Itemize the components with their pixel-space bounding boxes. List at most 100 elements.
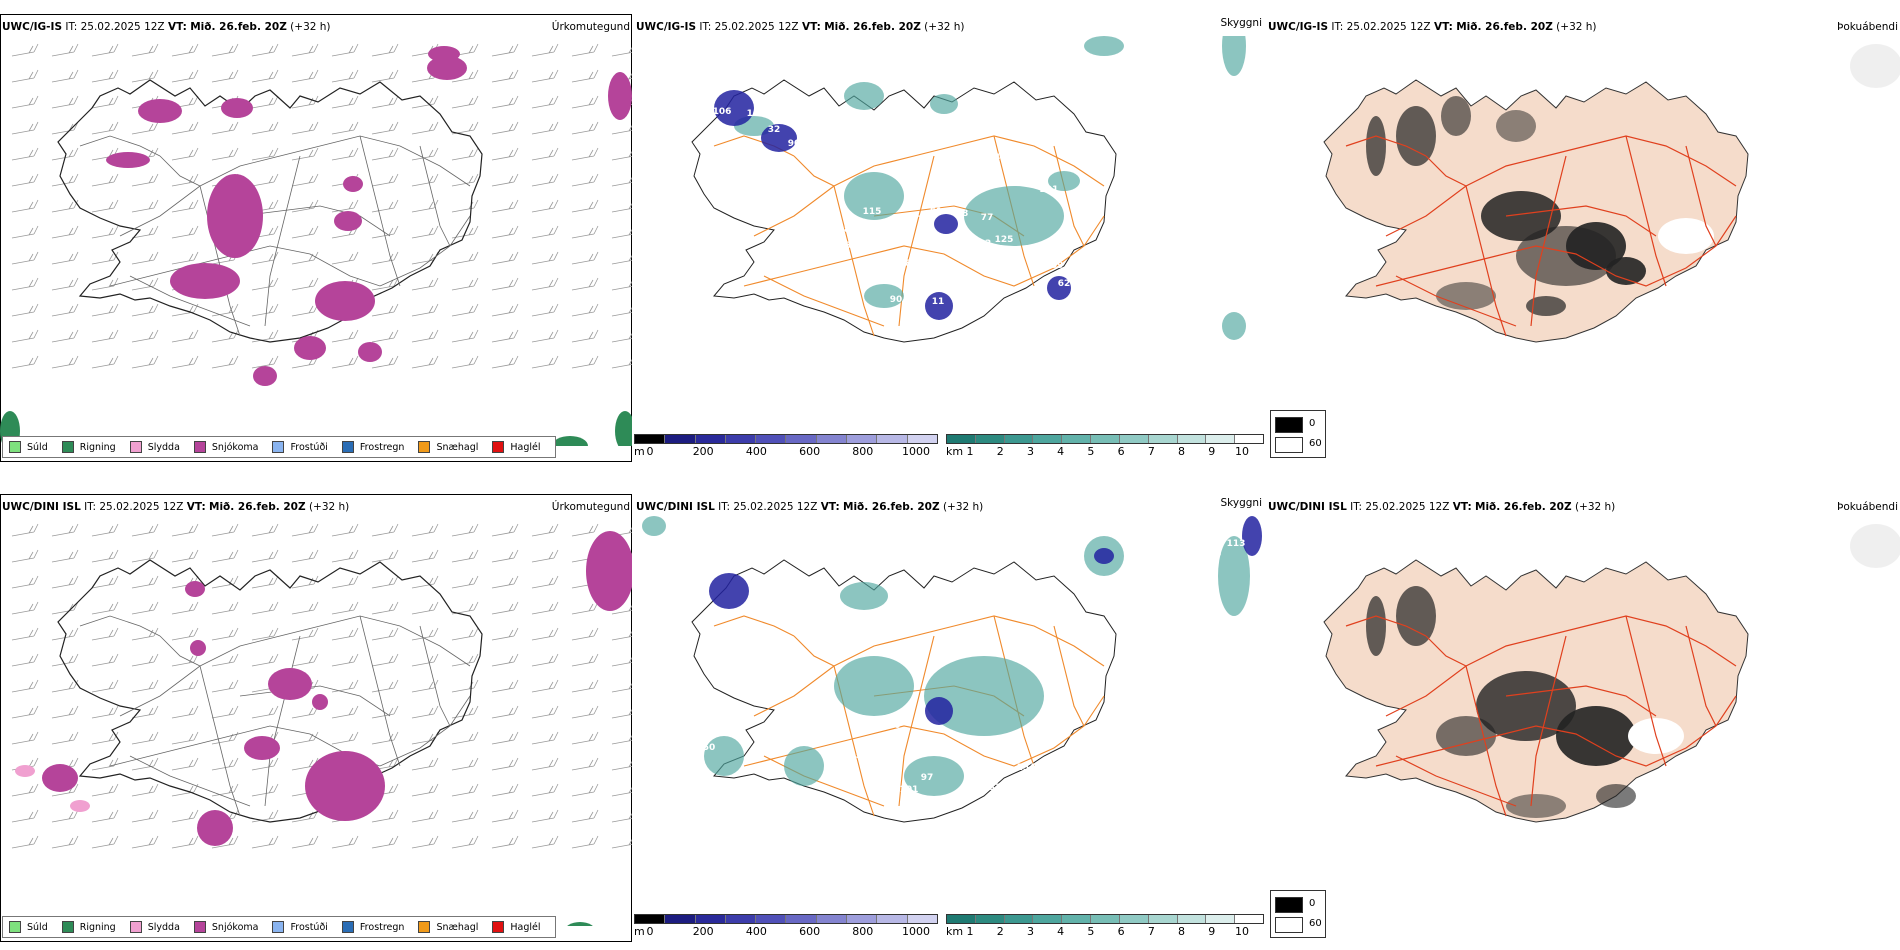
wind-barb xyxy=(371,329,399,343)
wind-barb xyxy=(251,277,279,291)
wind-barb xyxy=(171,705,199,719)
it-value: 25.02.2025 12Z xyxy=(80,21,165,33)
wind-barb xyxy=(51,731,79,745)
wind-barb xyxy=(131,627,159,641)
wind-barb xyxy=(171,147,199,161)
wind-barb xyxy=(291,121,319,135)
wind-barb xyxy=(91,173,119,187)
vt-value: Mið. 26.feb. 20Z xyxy=(209,501,306,513)
wind-barb xyxy=(611,838,632,849)
wind-barb xyxy=(611,46,632,57)
wind-barb xyxy=(491,121,519,135)
colorbar-tick-label: 10 xyxy=(1235,445,1249,458)
wind-barb xyxy=(251,173,279,187)
road-line xyxy=(264,155,301,327)
colorbar-tick-label: 800 xyxy=(852,445,874,458)
colorbar-tick-label: 10 xyxy=(1235,925,1249,938)
wind-barb xyxy=(291,549,319,563)
legend-label: Súld xyxy=(27,441,48,453)
wind-barb xyxy=(531,303,559,317)
road-line xyxy=(1345,615,1427,637)
legend-item-frostregn: Frostregn xyxy=(341,441,404,453)
fog-swatch-low xyxy=(1275,917,1303,933)
wind-barb xyxy=(611,812,632,823)
wind-barb xyxy=(131,679,159,693)
wind-barb xyxy=(611,228,632,239)
low-cloud-area xyxy=(1094,548,1114,564)
wind-barb xyxy=(211,731,239,745)
wind-barb xyxy=(411,173,439,187)
wind-barb xyxy=(131,303,159,317)
fog-swatch-high xyxy=(1275,897,1303,913)
wind-barb xyxy=(51,523,79,537)
cloud-base-value: 57 xyxy=(856,751,869,761)
wind-barb xyxy=(11,549,39,563)
wind-barb xyxy=(331,251,359,265)
colorbar-segment xyxy=(1062,915,1092,923)
cloud-base-value: 116 xyxy=(921,875,940,885)
wind-barb xyxy=(11,835,39,849)
colorbar-tick-label: 200 xyxy=(692,925,714,938)
fog-area xyxy=(1606,257,1646,285)
cloud-base-value: 115 xyxy=(742,623,761,633)
precip-area xyxy=(586,531,632,611)
cloud-base-panel-top: UWC/IG-IS IT: 25.02.2025 12Z VT: Mið. 26… xyxy=(634,12,1266,470)
wind-barb xyxy=(91,601,119,615)
road-line xyxy=(1685,145,1717,247)
fog-area xyxy=(1366,596,1386,656)
fog-legend: 0 60 xyxy=(1270,890,1326,938)
wind-barb xyxy=(211,705,239,719)
wind-barb xyxy=(211,43,239,57)
lead-time: (+32 h) xyxy=(308,501,350,513)
wind-barb xyxy=(571,95,599,109)
fog-area xyxy=(1496,110,1536,142)
legend-item-snæhagl: Snæhagl xyxy=(418,441,478,453)
fog-area xyxy=(1850,44,1900,88)
precip-area xyxy=(428,46,460,62)
panel-title: UWC/DINI ISL IT: 25.02.2025 12Z VT: Mið.… xyxy=(1268,501,1615,513)
colorbar-segment xyxy=(665,915,696,923)
wind-barb xyxy=(611,202,632,213)
legend-swatch xyxy=(193,441,206,453)
wind-barb xyxy=(531,329,559,343)
wind-barb xyxy=(571,69,599,83)
legend-item-súld: Súld xyxy=(9,441,48,453)
legend-label: Slydda xyxy=(147,441,180,453)
legend-swatch xyxy=(492,921,505,933)
wind-barb xyxy=(451,199,479,213)
wind-barb xyxy=(491,835,519,849)
wind-barb xyxy=(611,656,632,667)
wind-barb xyxy=(611,176,632,187)
it-label: IT: xyxy=(65,21,78,33)
fog-legend-low: 60 xyxy=(1309,918,1322,929)
road-line xyxy=(239,685,391,717)
legend-swatch xyxy=(492,441,505,453)
wind-barb xyxy=(91,575,119,589)
road-line xyxy=(1505,685,1657,717)
wind-barb xyxy=(211,69,239,83)
cloud-base-value: 101 xyxy=(900,785,919,795)
precip-panel-label: Úrkomutegund xyxy=(551,21,630,33)
precip-area xyxy=(567,922,593,926)
wind-barb xyxy=(331,679,359,693)
wind-barb xyxy=(51,627,79,641)
precip-area xyxy=(138,99,182,123)
wind-barb xyxy=(51,303,79,317)
clear-area xyxy=(1658,218,1714,254)
wind-barb xyxy=(411,303,439,317)
wind-barb xyxy=(11,575,39,589)
colorbar-segment xyxy=(847,915,878,923)
colorbar-tick-label: 1000 xyxy=(902,925,930,938)
road-line xyxy=(129,275,251,327)
cloud-base-value: 32 xyxy=(768,125,781,135)
wind-barb xyxy=(11,173,39,187)
wind-barb xyxy=(571,355,599,369)
wind-barb xyxy=(171,43,199,57)
wind-barb xyxy=(291,575,319,589)
cloud-base-value: 104 xyxy=(726,625,745,635)
legend-label: Snæhagl xyxy=(436,441,479,453)
wind-barb xyxy=(451,329,479,343)
colorbar-tick-label: 0 xyxy=(646,925,654,938)
it-label: IT: xyxy=(1350,501,1363,513)
wind-barb xyxy=(411,355,439,369)
